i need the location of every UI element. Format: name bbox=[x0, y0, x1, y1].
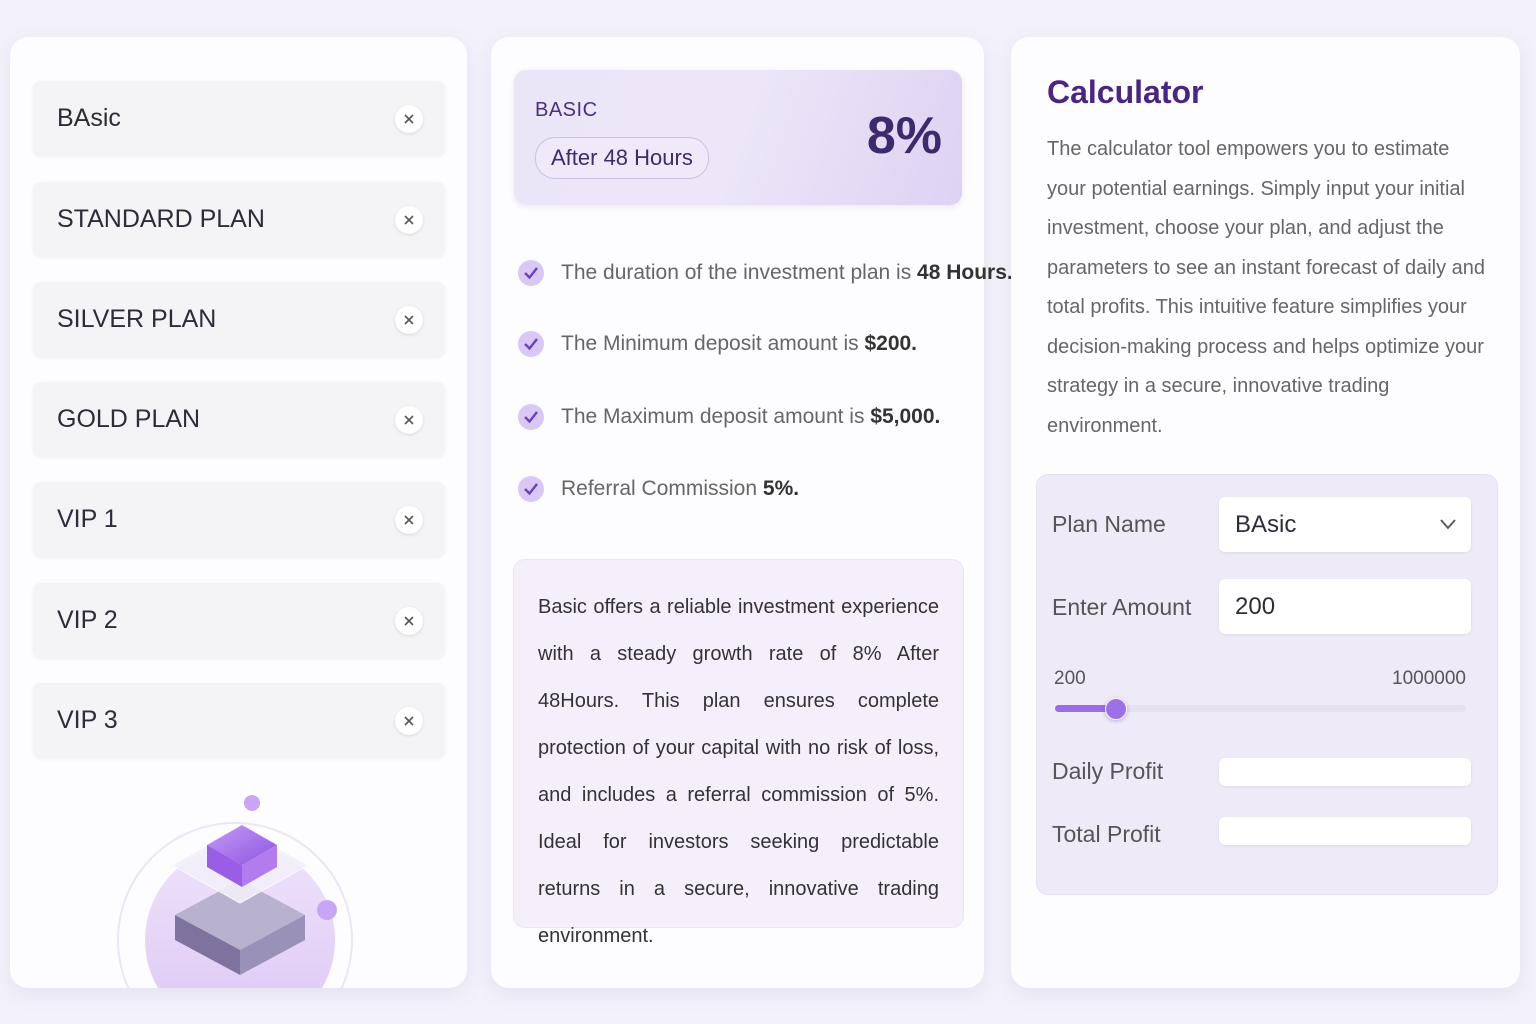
close-icon bbox=[404, 716, 414, 726]
plan-name: STANDARD PLAN bbox=[57, 205, 265, 233]
remove-plan-button[interactable] bbox=[395, 506, 423, 534]
illustration bbox=[117, 795, 353, 988]
amount-label: Enter Amount bbox=[1052, 594, 1192, 620]
feature-label: The duration of the investment plan is bbox=[561, 261, 912, 284]
check-circle bbox=[518, 260, 544, 286]
feature-text: The Minimum deposit amount is $200. bbox=[561, 332, 917, 356]
remove-plan-button[interactable] bbox=[395, 306, 423, 334]
feature-highlight: 48 Hours. bbox=[917, 261, 1013, 284]
close-icon bbox=[404, 114, 414, 124]
amount-input[interactable]: 200 bbox=[1219, 579, 1471, 634]
slider-thumb[interactable] bbox=[1105, 698, 1127, 720]
check-mark bbox=[524, 411, 538, 424]
feature-label: The Minimum deposit amount is bbox=[561, 332, 859, 355]
feature-highlight: 5%. bbox=[762, 477, 800, 500]
feature-label: The Maximum deposit amount is bbox=[561, 405, 865, 428]
close-stroke bbox=[404, 515, 414, 525]
calculator-title: Calculator bbox=[1047, 74, 1204, 110]
plan-name-label: Plan Name bbox=[1052, 511, 1166, 537]
total-profit-label: Total Profit bbox=[1052, 821, 1161, 847]
close-stroke bbox=[404, 716, 414, 726]
close-stroke bbox=[404, 415, 414, 425]
check-mark bbox=[524, 338, 538, 351]
close-icon bbox=[404, 415, 414, 425]
close-stroke bbox=[404, 114, 414, 124]
close-icon bbox=[404, 616, 414, 626]
plan-item[interactable]: GOLD PLAN bbox=[33, 382, 445, 457]
plan-item[interactable]: BAsic bbox=[33, 81, 445, 156]
check-mark bbox=[524, 483, 538, 496]
close-icon bbox=[404, 215, 414, 225]
slider-min: 200 bbox=[1054, 668, 1086, 689]
close-icon bbox=[404, 515, 414, 525]
duration-pill: After 48 Hours bbox=[535, 137, 709, 179]
check-icon bbox=[518, 260, 544, 286]
dropdown-chevron bbox=[1440, 519, 1456, 530]
plan-item[interactable]: STANDARD PLAN bbox=[33, 182, 445, 257]
feature-text: The Maximum deposit amount is $5,000. bbox=[561, 405, 940, 429]
feature-highlight: $200. bbox=[864, 332, 918, 355]
plan-item[interactable]: VIP 3 bbox=[33, 683, 445, 758]
remove-plan-button[interactable] bbox=[395, 206, 423, 234]
check-icon bbox=[518, 476, 544, 502]
check-icon bbox=[518, 331, 544, 357]
amount-slider[interactable] bbox=[1055, 698, 1466, 720]
remove-plan-button[interactable] bbox=[395, 105, 423, 133]
daily-profit-field bbox=[1219, 758, 1471, 786]
check-circle bbox=[518, 331, 544, 357]
plan-name: BAsic bbox=[57, 104, 121, 132]
daily-profit-label: Daily Profit bbox=[1052, 758, 1164, 784]
close-stroke bbox=[404, 315, 414, 325]
check-icon bbox=[518, 404, 544, 430]
check-mark bbox=[524, 267, 538, 280]
feature-label: Referral Commission bbox=[561, 477, 758, 500]
slider-fill bbox=[1055, 705, 1115, 712]
plan-name: VIP 2 bbox=[57, 606, 118, 634]
slider-max: 1000000 bbox=[1392, 668, 1466, 689]
feature-text: Referral Commission 5%. bbox=[561, 477, 799, 501]
close-stroke bbox=[404, 616, 414, 626]
plan-item[interactable]: VIP 1 bbox=[33, 482, 445, 557]
remove-plan-button[interactable] bbox=[395, 707, 423, 735]
close-stroke bbox=[404, 215, 414, 225]
plan-description: Basic offers a reliable investment exper… bbox=[513, 559, 964, 947]
remove-plan-button[interactable] bbox=[395, 406, 423, 434]
plan-name: GOLD PLAN bbox=[57, 405, 201, 433]
plan-label: BASIC bbox=[535, 99, 598, 121]
amount-input-value: 200 bbox=[1235, 593, 1276, 620]
calculator-description: The calculator tool empowers you to esti… bbox=[1047, 138, 1486, 437]
feature-text: The duration of the investment plan is 4… bbox=[561, 261, 1013, 285]
close-icon bbox=[404, 315, 414, 325]
plan-select-value: BAsic bbox=[1235, 511, 1297, 538]
plan-name: VIP 3 bbox=[57, 706, 118, 734]
remove-plan-button[interactable] bbox=[395, 607, 423, 635]
plan-header-card: BASIC After 48 Hours 8% bbox=[514, 70, 962, 205]
plan-item[interactable]: SILVER PLAN bbox=[33, 282, 445, 357]
check-circle bbox=[518, 476, 544, 502]
plan-rate: 8% bbox=[866, 107, 942, 165]
plan-select[interactable]: BAsic bbox=[1219, 497, 1471, 552]
plan-name: SILVER PLAN bbox=[57, 305, 217, 333]
feature-highlight: $5,000. bbox=[870, 405, 941, 428]
check-circle bbox=[518, 404, 544, 430]
plan-item[interactable]: VIP 2 bbox=[33, 583, 445, 658]
total-profit-field bbox=[1219, 817, 1471, 845]
plan-name: VIP 1 bbox=[57, 505, 118, 533]
